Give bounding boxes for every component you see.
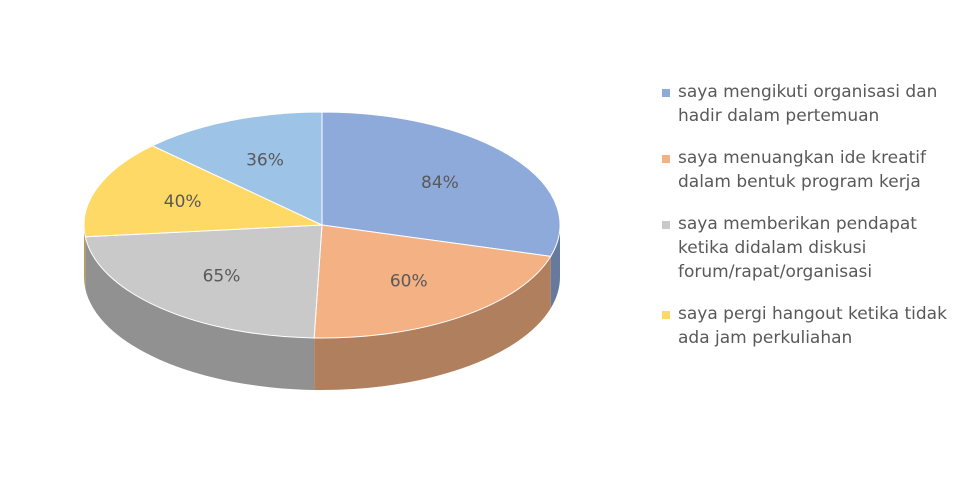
- slice: [83, 145, 323, 238]
- slice-side: [85, 236, 315, 390]
- slice: [313, 224, 552, 339]
- legend-swatch: [662, 89, 670, 97]
- legend-entry: saya memberikan pendapat ketika didalam …: [662, 212, 962, 284]
- legend-swatch: [662, 155, 670, 163]
- legend-label: saya pergi hangout ketika tidak ada jam …: [678, 304, 947, 348]
- legend-entry: saya pergi hangout ketika tidak ada jam …: [662, 302, 962, 350]
- legend-label: saya menuangkan ide kreatif dalam bentuk…: [678, 148, 926, 192]
- data-label: 84%: [421, 173, 459, 193]
- data-label: 36%: [246, 150, 284, 170]
- legend-entry: saya menuangkan ide kreatif dalam bentuk…: [662, 146, 962, 194]
- slice: [321, 111, 561, 257]
- data-label: 65%: [203, 266, 241, 286]
- slice: [151, 111, 323, 226]
- legend-swatch: [662, 311, 670, 319]
- legend-label: saya mengikuti organisasi dan hadir dala…: [678, 82, 938, 126]
- data-label: 60%: [390, 272, 428, 292]
- legend-entry: saya mengikuti organisasi dan hadir dala…: [662, 80, 962, 128]
- legend: saya mengikuti organisasi dan hadir dala…: [662, 80, 962, 368]
- slice: [84, 224, 323, 339]
- slice-side: [84, 225, 86, 289]
- legend-swatch: [662, 221, 670, 229]
- slice-side: [550, 225, 560, 309]
- slice-side: [314, 256, 551, 391]
- pie-chart: 84% 60% 65% 40% 36%: [83, 111, 561, 391]
- legend-label: saya memberikan pendapat ketika didalam …: [678, 214, 917, 282]
- data-label: 40%: [164, 192, 202, 212]
